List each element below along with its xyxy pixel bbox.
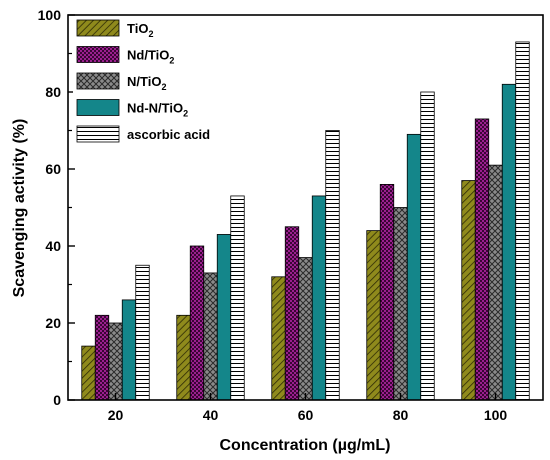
legend-swatch: [76, 99, 120, 116]
x-tick-label: 80: [393, 407, 409, 423]
x-tick-label: 100: [484, 407, 508, 423]
legend-swatch: [76, 125, 120, 143]
legend-swatch: [76, 46, 120, 63]
bar-nd-tio2-100: [474, 118, 490, 401]
y-tick-label: 0: [53, 392, 61, 408]
legend-label: TiO2: [127, 21, 153, 39]
legend-label: N/TiO2: [127, 74, 166, 92]
bar-nd-tio2-20: [94, 314, 110, 401]
bar-ascorbic-acid-60: [325, 130, 340, 401]
x-axis-title: Concentration (µg/mL): [220, 437, 391, 454]
bar-tio2-60: [271, 276, 286, 401]
x-tick-label: 60: [298, 407, 314, 423]
bar-n-tio2-20: [108, 322, 123, 401]
bar-nd-n-tio2-80: [406, 133, 422, 401]
bar-tio2-40: [176, 314, 191, 401]
legend-label: Nd/TiO2: [127, 48, 174, 66]
y-tick-label: 20: [45, 315, 61, 331]
ticks-group: 0 20 40 60 80 100 20 40 60 80 100: [38, 7, 508, 423]
legend-label: ascorbic acid: [127, 127, 210, 142]
legend-label: Nd-N/TiO2: [127, 101, 188, 119]
bar-n-tio2-80: [393, 207, 408, 401]
bar-ascorbic-acid-80: [420, 91, 435, 401]
x-tick-label: 40: [203, 407, 219, 423]
y-tick-label: 80: [45, 84, 61, 100]
bar-nd-n-tio2-20: [121, 299, 137, 401]
y-tick-label: 40: [45, 238, 61, 254]
bar-tio2-100: [461, 180, 476, 401]
bar-ascorbic-acid-20: [135, 264, 150, 401]
bar-nd-tio2-60: [284, 226, 300, 401]
x-tick-label: 20: [108, 407, 124, 423]
y-axis-title: Scavenging activity (%): [11, 119, 28, 298]
legend: TiO2 Nd/TiO2 N/TiO2 Nd-N/TiO2 ascorbic acid: [73, 16, 245, 153]
bar-tio2-80: [366, 230, 381, 401]
bar-ascorbic-acid-40: [230, 195, 245, 401]
y-tick-label: 100: [38, 7, 62, 23]
bar-n-tio2-100: [488, 164, 503, 401]
bar-ascorbic-acid-100: [515, 41, 530, 401]
bar-n-tio2-40: [203, 272, 218, 401]
bar-nd-tio2-40: [189, 245, 205, 401]
legend-swatch: [76, 19, 120, 37]
bar-nd-tio2-80: [379, 183, 395, 401]
bar-tio2-20: [81, 345, 96, 401]
bar-nd-n-tio2-100: [501, 83, 517, 401]
y-tick-label: 60: [45, 161, 61, 177]
bar-n-tio2-60: [298, 257, 313, 401]
bar-nd-n-tio2-40: [216, 234, 232, 401]
bar-nd-n-tio2-60: [311, 195, 327, 401]
bars-group: [81, 41, 530, 401]
legend-swatch: [76, 72, 120, 90]
